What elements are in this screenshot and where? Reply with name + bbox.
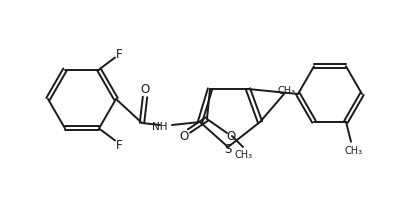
Text: S: S <box>224 143 232 156</box>
Text: CH₃: CH₃ <box>235 149 253 159</box>
Text: O: O <box>227 129 236 142</box>
Text: CH₃: CH₃ <box>278 86 296 96</box>
Text: F: F <box>116 138 122 151</box>
Text: F: F <box>116 48 122 61</box>
Text: O: O <box>140 83 150 96</box>
Text: O: O <box>179 129 188 142</box>
Text: CH₃: CH₃ <box>345 145 363 155</box>
Text: NH: NH <box>152 121 167 131</box>
